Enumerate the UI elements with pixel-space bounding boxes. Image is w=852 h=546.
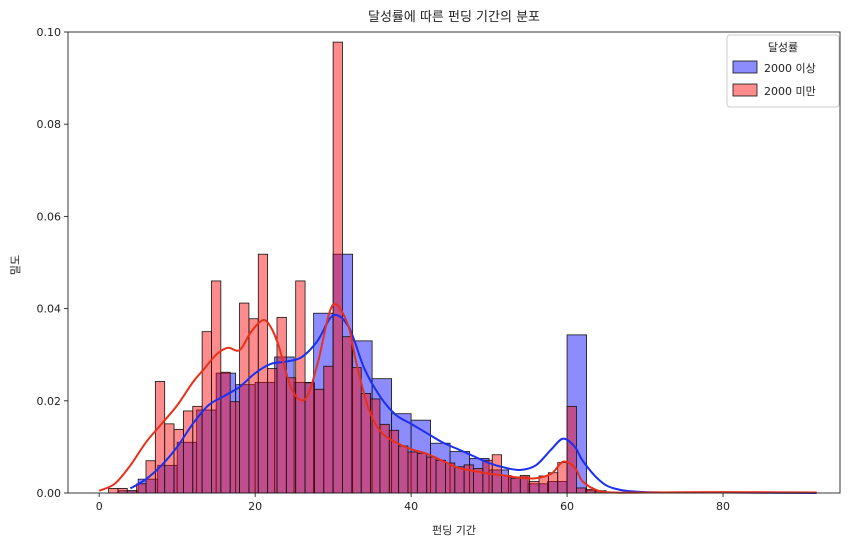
bar-below-43 <box>510 477 521 494</box>
bar-below-8 <box>183 410 194 494</box>
bar-below-25 <box>342 336 353 494</box>
bar-below-36 <box>445 462 456 494</box>
legend-swatch-above <box>732 60 758 74</box>
legend-swatch-below <box>732 83 758 97</box>
y-tick-label-2: 0.04 <box>37 303 62 316</box>
legend: 달성률 2000 이상 2000 미만 <box>726 34 840 108</box>
bar-below-23 <box>323 365 334 494</box>
bar-below-45 <box>529 481 540 494</box>
y-tick-label-1: 0.02 <box>37 395 62 408</box>
bar-below-12 <box>220 371 231 494</box>
legend-label-above: 2000 이상 <box>764 62 816 75</box>
bar-below-34 <box>426 456 437 494</box>
x-tick-label-3: 60 <box>560 500 574 513</box>
legend-label-below: 2000 미만 <box>764 85 816 98</box>
bar-below-0 <box>108 487 119 494</box>
x-tick-label-0: 0 <box>96 500 103 513</box>
y-axis-label: 밀도 <box>9 255 22 275</box>
bar-below-31 <box>398 445 409 494</box>
bar-below-22 <box>314 388 325 494</box>
bar-below-10 <box>201 331 212 494</box>
bar-below-11 <box>211 280 222 494</box>
y-tick-label-3: 0.06 <box>37 210 62 223</box>
x-axis-label: 펀딩 기간 <box>432 524 476 537</box>
bar-below-28 <box>370 398 381 494</box>
x-tick-label-1: 20 <box>248 500 262 513</box>
y-tick-label-4: 0.08 <box>37 118 62 131</box>
y-tick-label-0: 0.00 <box>37 487 62 500</box>
bar-below-49 <box>566 405 577 494</box>
plot-area <box>67 31 841 494</box>
bar-below-15 <box>248 318 259 494</box>
bar-below-48 <box>557 462 568 494</box>
bar-below-5 <box>154 381 166 494</box>
bar-below-20 <box>295 280 306 494</box>
bar-below-40 <box>482 459 493 494</box>
legend-frame <box>726 34 840 108</box>
bar-below-21 <box>304 382 315 494</box>
x-axis: 0 20 40 60 80 <box>96 493 730 513</box>
bar-below-24 <box>332 41 343 494</box>
bar-below-47 <box>547 472 559 494</box>
chart-title: 달성률에 따른 펀딩 기간의 분포 <box>368 10 540 25</box>
bar-below-17 <box>267 368 278 494</box>
bar-below-50 <box>576 487 587 494</box>
bar-below-16 <box>257 253 269 494</box>
bar-below-32 <box>407 451 418 494</box>
bar-below-6 <box>164 423 175 494</box>
x-tick-label-2: 40 <box>404 500 418 513</box>
legend-title: 달성률 <box>768 41 798 54</box>
x-tick-label-4: 80 <box>716 500 730 513</box>
bar-below-1 <box>117 487 128 494</box>
bar-below-13 <box>229 401 240 494</box>
y-axis: 0.00 0.02 0.04 0.06 0.08 0.10 <box>37 26 68 500</box>
bar-below-37 <box>454 466 465 494</box>
bar-below-35 <box>435 459 446 494</box>
bar-below-42 <box>501 475 512 494</box>
kde-line-above <box>129 313 817 494</box>
bar-below-33 <box>416 452 428 494</box>
bar-below-26 <box>351 367 362 494</box>
kde-line-below <box>98 302 817 494</box>
y-tick-label-5: 0.10 <box>37 26 62 39</box>
bar-below-14 <box>239 302 250 494</box>
plot-frame <box>67 31 841 494</box>
